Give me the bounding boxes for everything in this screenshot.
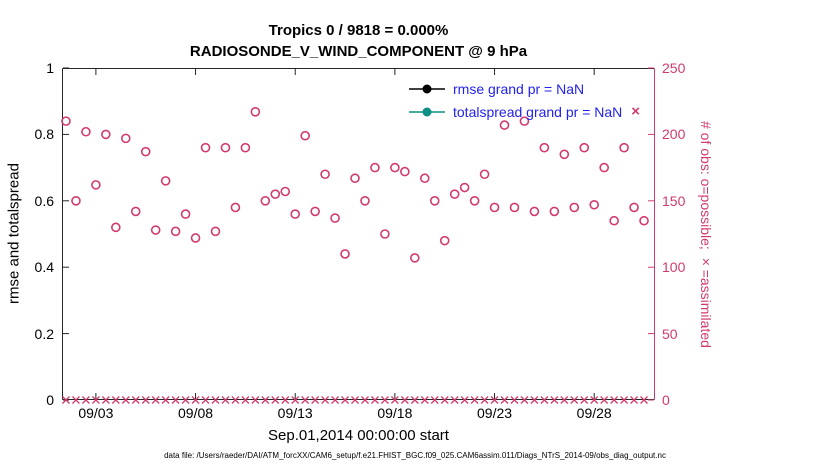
plot-subtitle: RADIOSONDE_V_WIND_COMPONENT @ 9 hPa [189,43,528,60]
totalspread-line-marker-icon [409,107,445,116]
right-y-tick-label: 250 [662,60,686,76]
left-y-tick-label: 0.2 [34,325,54,342]
right-axis-label: # of obs: o=possible; ×=assimilated [698,120,714,348]
x-tick-label: 09/08 [178,405,214,421]
x-tick-label: 09/03 [78,405,114,421]
data-file-caption: data file: /Users/raeder/DAI/ATM_forcXX/… [164,451,666,460]
left-axis-label: rmse and totalspread [5,163,23,305]
x-tick-label: 09/18 [377,405,413,421]
legend: rmse grand pr = NaN totalspread grand pr… [408,77,640,123]
right-y-tick-label: 200 [662,126,686,143]
right-y-tick-label: 0 [662,392,670,408]
x-tick-label: 09/13 [277,405,313,421]
left-y-tick-label: 0.4 [34,259,54,276]
left-y-tick-label: 0.8 [34,126,54,143]
right-y-tick-label: 100 [662,259,686,276]
legend-item-totalspread: totalspread grand pr = NaN × [408,100,640,123]
left-y-tick-label: 1 [46,60,54,76]
x-tick-label: 09/23 [477,405,513,421]
chart-canvas [61,67,655,404]
x-tick-label: 09/28 [576,405,612,421]
legend-item-rmse: rmse grand pr = NaN [408,77,640,100]
assimilated-x-marker-icon: × [631,103,641,120]
right-y-tick-label: 150 [662,192,686,209]
plot-title: Tropics 0 / 9818 = 0.000% [268,22,449,39]
right-y-tick-label: 50 [662,325,678,342]
left-y-tick-label: 0 [46,392,54,408]
rmse-line-marker-icon [409,84,445,93]
left-y-tick-label: 0.6 [34,192,54,209]
legend-label-totalspread: totalspread grand pr = NaN [453,103,623,120]
legend-label-rmse: rmse grand pr = NaN [453,80,585,97]
x-axis-label: Sep.01,2014 00:00:00 start [268,427,449,444]
